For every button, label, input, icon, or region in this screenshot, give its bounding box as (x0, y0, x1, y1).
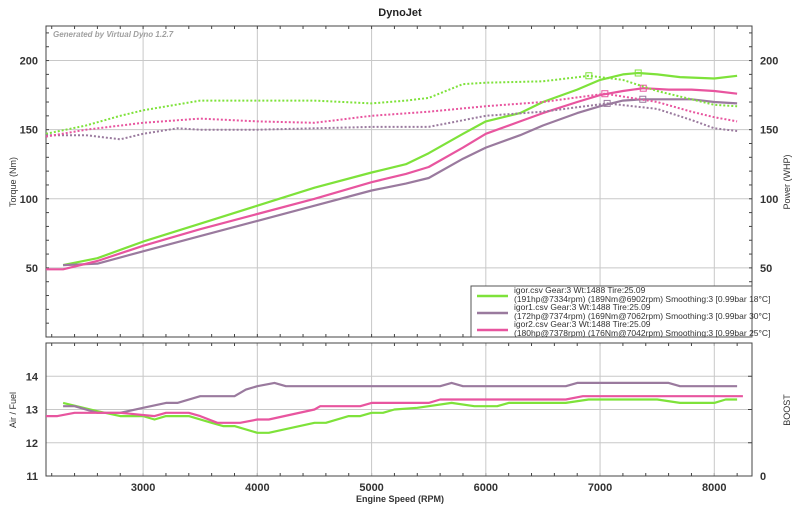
x-tick-label: 4000 (245, 482, 269, 494)
series-igor1-power (63, 98, 738, 267)
series-igor2-torque (45, 92, 738, 138)
peak-marker (585, 72, 593, 80)
legend: igor.csv Gear:3 Wt:1488 Tire:25.09 (191h… (470, 285, 770, 338)
peak-marker (603, 99, 611, 107)
y-axis-label-boost: BOOST (782, 394, 792, 426)
series-igor-power (62, 71, 738, 267)
y-axis-label-torque: Torque (Nm) (8, 157, 18, 207)
torque-tick-label: 50 (26, 263, 38, 275)
legend-igor1-line2: (172hp@7374rpm) (169Nm@7062rpm) Smoothin… (514, 311, 770, 321)
legend-igor2-line1: igor2.csv Gear:3 Wt:1488 Tire:25.09 (514, 319, 651, 329)
bottom-series-group (46, 381, 743, 434)
series-igor2-AFR (46, 395, 743, 424)
peak-marker (601, 90, 609, 98)
watermark: Generated by Virtual Dyno 1.2.7 (53, 30, 174, 39)
tick-labels: 3000 4000 5000 6000 7000 8000 50 50 100 100 150 150… (20, 56, 779, 494)
series-igor-AFR (62, 398, 738, 434)
afr-tick-label: 11 (26, 471, 38, 483)
power-tick-label: 200 (760, 56, 778, 68)
top-series-group (45, 69, 738, 271)
legend-box (470, 285, 753, 338)
x-tick-label: 6000 (474, 482, 498, 494)
y-axis-label-power: Power (WHP) (782, 154, 792, 209)
legend-igor-line2: (191hp@7334rpm) (189Nm@6902rpm) Smoothin… (514, 294, 770, 304)
x-tick-label: 7000 (588, 482, 612, 494)
x-tick-label: 5000 (359, 482, 383, 494)
legend-igor-line1: igor.csv Gear:3 Wt:1488 Tire:25.09 (514, 285, 646, 295)
y-axis-label-afr: Air / Fuel (8, 392, 18, 428)
peak-marker (634, 69, 642, 77)
legend-igor2-line2: (180hp@7378rpm) (176Nm@7042rpm) Smoothin… (514, 328, 770, 338)
afr-tick-label: 13 (26, 405, 38, 417)
afr-tick-label: 14 (26, 371, 39, 383)
afr-tick-label: 12 (26, 438, 38, 450)
power-tick-label: 150 (760, 125, 778, 137)
top-plot-frame (45, 25, 753, 338)
series-igor1-AFR (63, 381, 738, 414)
x-tick-label: 8000 (702, 482, 726, 494)
power-tick-label: 50 (760, 263, 772, 275)
x-axis-label: Engine Speed (RPM) (356, 494, 444, 504)
chart-title: DynoJet (378, 7, 422, 19)
bottom-plot-frame (45, 342, 753, 477)
x-tick-label: 3000 (131, 482, 155, 494)
series-igor-torque (45, 74, 738, 135)
series-igor2-power (46, 87, 738, 271)
power-tick-label: 100 (760, 194, 778, 206)
legend-igor1-line1: igor1.csv Gear:3 Wt:1488 Tire:25.09 (514, 302, 651, 312)
torque-tick-label: 100 (20, 194, 38, 206)
torque-tick-label: 200 (20, 56, 38, 68)
y2-tick-boost-0: 0 (760, 471, 766, 483)
torque-tick-label: 150 (20, 125, 38, 137)
